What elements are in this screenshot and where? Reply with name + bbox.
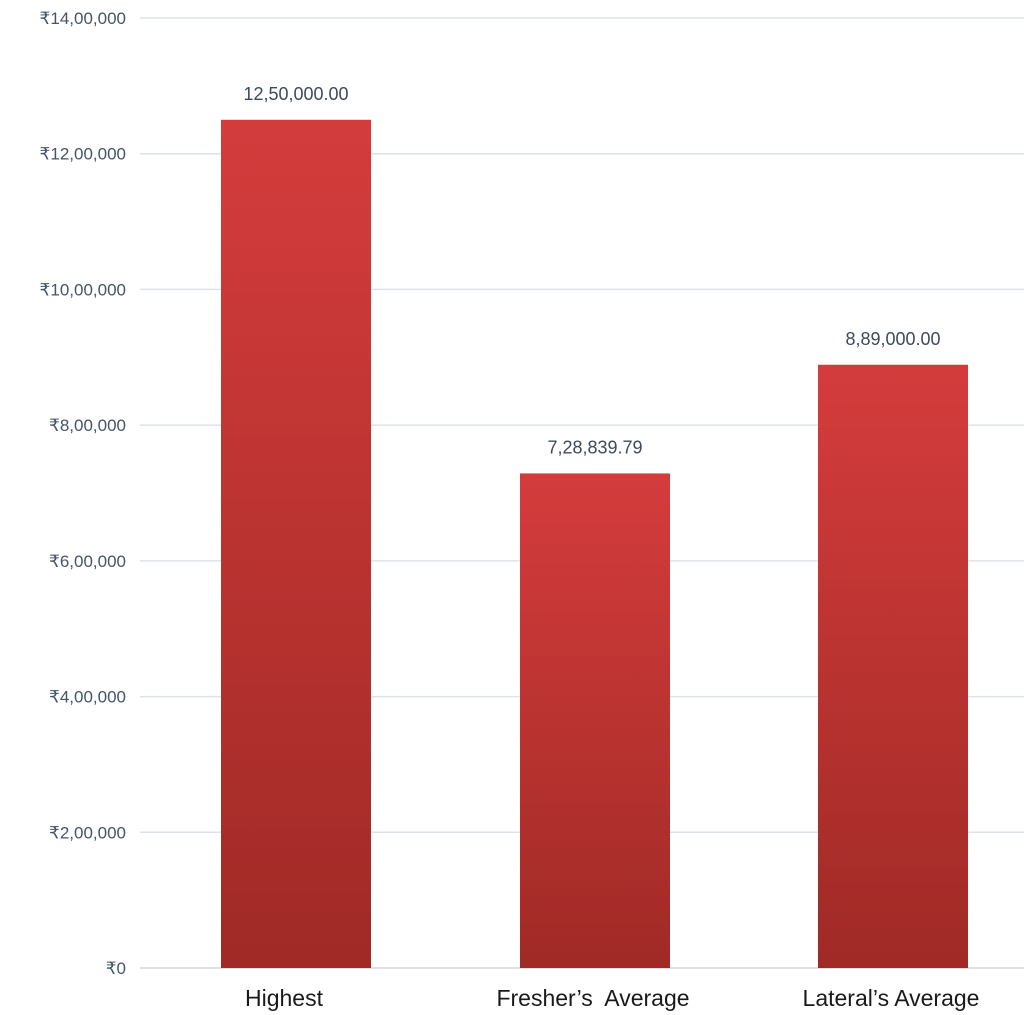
y-tick-label: ₹8,00,000	[49, 416, 126, 435]
y-tick-label: ₹0	[106, 959, 126, 978]
x-category-label: Fresher’s Average	[496, 985, 689, 1011]
data-label: 12,50,000.00	[243, 84, 348, 104]
y-tick-label: ₹14,00,000	[40, 9, 126, 28]
y-axis: ₹0 ₹2,00,000 ₹4,00,000 ₹6,00,000 ₹8,00,000 ₹1…	[40, 9, 126, 978]
data-label: 8,89,000.00	[845, 329, 940, 349]
bar-2	[520, 473, 670, 968]
bar-3	[818, 364, 968, 968]
bar-1	[221, 119, 371, 969]
y-tick-label: ₹6,00,000	[49, 552, 126, 571]
y-tick-label: ₹12,00,000	[40, 145, 126, 164]
x-axis: Highest Fresher’s Average Lateral’s Averag…	[245, 985, 979, 1011]
y-tick-label: ₹4,00,000	[49, 688, 126, 707]
x-category-label: Lateral’s Average	[803, 985, 980, 1011]
data-label: 7,28,839.79	[547, 437, 642, 457]
data-labels: 12,50,000.00 7,28,839.79 8,89,000.00	[243, 84, 940, 458]
y-tick-label: ₹2,00,000	[49, 823, 126, 842]
x-category-label: Highest	[245, 985, 324, 1011]
y-tick-label: ₹10,00,000	[40, 280, 126, 299]
bars	[221, 119, 968, 969]
